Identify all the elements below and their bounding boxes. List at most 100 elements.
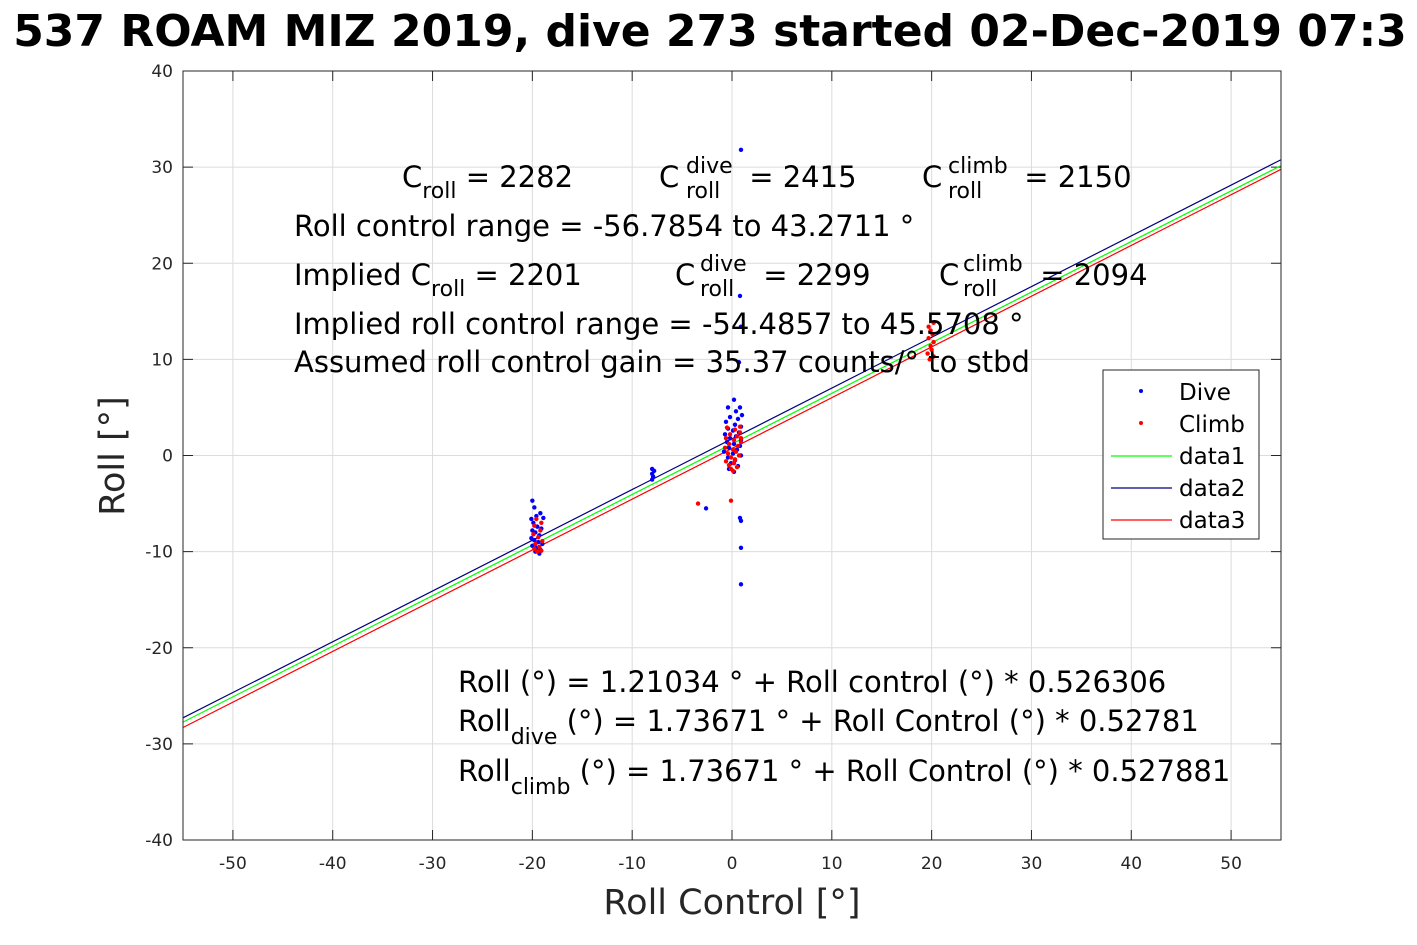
x-tick-label: 10 <box>821 854 843 874</box>
point-climb <box>532 546 537 551</box>
point-climb <box>738 439 744 445</box>
point-climb <box>732 457 738 462</box>
point-dive <box>736 360 742 365</box>
point-dive <box>726 445 732 451</box>
legend-label-data1: data1 <box>1179 444 1245 470</box>
annotation-gain: Assumed roll control gain = 35.37 counts… <box>294 345 1030 379</box>
annotation-implied-range: Implied roll control range = -54.4857 to… <box>294 307 1024 341</box>
legend-label-climb: Climb <box>1179 412 1245 438</box>
legend: Dive Climb data1 data2 data3 <box>1102 369 1260 540</box>
x-tick-label: -10 <box>618 854 646 874</box>
annotation-fit-dive: Rolldive (°) = 1.73671 ° + Roll Control … <box>458 704 1199 750</box>
point-dive <box>739 412 745 418</box>
annotation-c-roll: Croll = 2282 <box>402 160 573 204</box>
annotation-roll-control-range: Roll control range = -56.7854 to 43.2711… <box>294 209 914 243</box>
legend-marker-climb <box>1139 421 1143 425</box>
point-climb <box>539 520 544 525</box>
point-dive <box>737 405 743 410</box>
point-dive <box>538 510 543 516</box>
legend-label-data3: data3 <box>1179 508 1245 534</box>
point-dive <box>703 506 709 511</box>
point-dive <box>530 498 535 503</box>
point-climb <box>735 443 741 449</box>
point-dive <box>738 324 744 329</box>
point-climb <box>731 460 737 466</box>
point-dive <box>532 505 537 510</box>
point-climb <box>723 435 729 441</box>
point-climb <box>534 516 539 522</box>
x-tick-label: -50 <box>219 854 247 874</box>
point-dive <box>727 414 733 420</box>
point-dive <box>733 409 739 414</box>
point-climb <box>727 432 733 437</box>
y-tick-label: -40 <box>145 831 173 851</box>
point-dive <box>727 435 733 441</box>
point-climb <box>928 328 933 333</box>
y-axis-label: Roll [°] <box>93 396 133 516</box>
point-climb <box>539 548 544 553</box>
y-tick-label: 30 <box>151 158 173 178</box>
point-climb <box>538 528 543 533</box>
point-climb <box>695 501 701 506</box>
point-climb <box>737 430 743 435</box>
x-tick-label: 0 <box>727 854 738 874</box>
point-climb <box>926 336 931 341</box>
point-dive <box>731 441 737 447</box>
point-climb <box>931 320 936 326</box>
point-dive <box>541 515 546 521</box>
point-dive <box>731 397 737 402</box>
annotation-fit-all: Roll (°) = 1.21034 ° + Roll control (°) … <box>458 665 1166 699</box>
x-axis-label: Roll Control [°] <box>603 883 860 923</box>
point-climb <box>537 544 542 550</box>
point-climb <box>722 445 728 451</box>
point-climb <box>535 549 540 554</box>
point-dive <box>532 537 537 543</box>
point-climb <box>925 351 930 356</box>
data-points <box>529 147 936 587</box>
point-climb <box>724 425 730 430</box>
point-dive <box>732 422 738 427</box>
point-climb <box>723 459 729 464</box>
y-tick-label: -10 <box>145 543 173 563</box>
point-dive <box>737 293 743 299</box>
tick-labels: -50 -40 -30 -20 -10 0 10 20 30 40 50 -40 -30 -20 -10 0 1… <box>145 62 1242 874</box>
point-dive <box>723 419 729 425</box>
x-tick-label: 30 <box>1021 854 1043 874</box>
point-climb <box>730 468 736 474</box>
y-tick-label: 20 <box>151 254 173 274</box>
point-dive <box>725 405 731 410</box>
point-dive <box>738 545 744 550</box>
point-climb <box>726 462 732 468</box>
point-climb <box>532 523 537 528</box>
x-tick-label: 50 <box>1220 854 1242 874</box>
point-dive <box>735 416 741 422</box>
point-dive <box>738 582 744 587</box>
point-climb <box>737 424 743 429</box>
point-climb <box>927 357 932 362</box>
annotation-implied-c-roll: Implied Croll = 2201 <box>294 258 582 302</box>
point-dive <box>529 516 534 522</box>
point-climb <box>536 535 541 540</box>
point-climb <box>736 453 742 458</box>
point-climb <box>929 347 934 352</box>
point-climb <box>931 354 936 359</box>
point-dive <box>738 147 744 153</box>
chart-title: 537 ROAM MIZ 2019, dive 273 started 02-D… <box>13 6 1407 57</box>
legend-label-data2: data2 <box>1179 476 1245 502</box>
point-climb <box>728 455 734 460</box>
annotation-fit-climb: Rollclimb (°) = 1.73671 ° + Roll Control… <box>458 754 1230 800</box>
point-dive <box>721 449 727 454</box>
point-climb <box>734 434 740 439</box>
x-tick-label: -40 <box>319 854 347 874</box>
y-tick-label: -20 <box>145 639 173 659</box>
point-climb <box>931 339 936 345</box>
point-climb <box>731 437 737 443</box>
point-climb <box>726 441 732 447</box>
x-tick-label: -30 <box>419 854 447 874</box>
legend-marker-dive <box>1139 389 1143 393</box>
